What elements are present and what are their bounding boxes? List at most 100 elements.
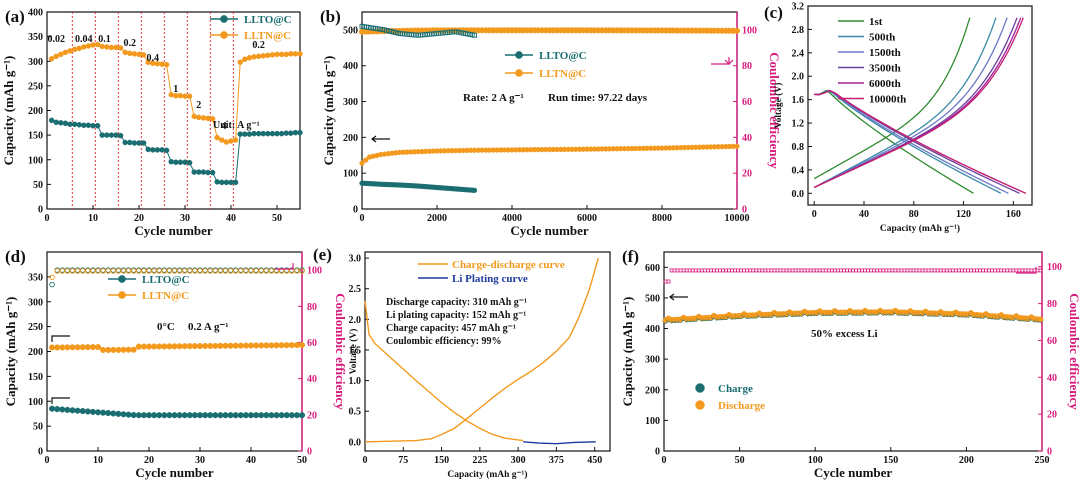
series-ce-point bbox=[675, 268, 680, 273]
series-LLTN@C-point bbox=[67, 48, 73, 54]
series-LLTO@C-point bbox=[237, 131, 243, 137]
series-LLTN@C-point bbox=[237, 59, 243, 65]
series-LLTO@C-capacity-point bbox=[268, 412, 275, 419]
series-LLTN@C-capacity-point bbox=[110, 346, 117, 353]
series-LLTO@C-point bbox=[67, 121, 73, 128]
panel-a-xtick-label: 0 bbox=[45, 213, 50, 224]
series-ce-point bbox=[893, 268, 898, 273]
series-ce-point bbox=[1014, 268, 1019, 273]
panel-a-xtick-label: 30 bbox=[180, 213, 190, 224]
series-LLTN@C-ce-point bbox=[299, 268, 305, 274]
series-LLTO@C-capacity-point bbox=[471, 187, 478, 194]
legend-b-lltoc-marker bbox=[515, 51, 523, 59]
series-LLTN@C-capacity-point bbox=[140, 343, 147, 350]
series-LLTO@C-point bbox=[173, 159, 179, 165]
legend-f-charge-marker bbox=[695, 383, 705, 393]
series-LLTN@C-capacity-point bbox=[166, 343, 173, 350]
series-LLTO@C-capacity-point bbox=[263, 412, 270, 419]
series-LLTN@C-ce-point bbox=[253, 268, 259, 274]
legend-a-lltoc-text: LLTO@C bbox=[244, 14, 292, 26]
series-LLTO@C-capacity-point bbox=[258, 412, 265, 419]
series-ce-point bbox=[872, 268, 877, 273]
series-LLTN@C-point bbox=[58, 51, 64, 58]
panel-b-y2label: Coulombic efficiency bbox=[767, 52, 782, 169]
series-LLTO@C-point bbox=[255, 130, 262, 137]
series-ce-point bbox=[708, 268, 713, 273]
legend-a-lltnc-marker bbox=[220, 31, 228, 39]
panel-a-ylabel: Capacity (mAh g⁻¹) bbox=[1, 56, 16, 166]
panel-a-xtick-label: 10 bbox=[88, 213, 98, 224]
series-ce-point bbox=[975, 268, 979, 273]
series-LLTO@C-point bbox=[113, 132, 119, 138]
right-axis-arrow bbox=[711, 57, 734, 65]
series-LLTN@C-ce-point bbox=[54, 268, 60, 274]
legend-b-lltnc-text: LLTN@C bbox=[539, 68, 586, 80]
series-ce-point bbox=[826, 268, 831, 273]
panel-f-frame bbox=[663, 251, 1043, 452]
series-ce-point bbox=[835, 268, 840, 273]
legend-b-lltoc-text: LLTO@C bbox=[539, 50, 587, 62]
series-ce-point bbox=[772, 268, 777, 273]
panel-a-xlabel: Cycle number bbox=[134, 223, 213, 238]
panel-c-ytick-label: 0.8 bbox=[792, 142, 805, 153]
panel-b-ytick-label: 400 bbox=[343, 61, 358, 72]
panel-d-ytick-label: 250 bbox=[28, 322, 43, 333]
panel-c-ytick-label: 3.2 bbox=[792, 2, 805, 13]
series-LLTN@C-point bbox=[94, 41, 101, 48]
series-LLTN@C-point bbox=[159, 61, 165, 67]
series-LLTN@C-point bbox=[278, 51, 285, 58]
panel-c-ytick-label: 0.4 bbox=[792, 165, 805, 176]
series-LLTN@C-point bbox=[117, 45, 124, 51]
series-LLTN@C-point bbox=[186, 93, 193, 99]
series-ce-point bbox=[823, 268, 828, 273]
series-ce-point bbox=[932, 268, 937, 273]
series-LLTO@C-capacity-point bbox=[69, 407, 76, 414]
panel-e-annotation: Discharge capacity: 310 mAh g⁻¹ bbox=[386, 297, 527, 308]
excess-li-annotation: 50% excess Li bbox=[811, 328, 878, 340]
series-LLTO@C-capacity-point bbox=[79, 408, 86, 415]
series-ce-point bbox=[687, 268, 692, 273]
series-LLTN@C-ce-point bbox=[222, 268, 229, 274]
series-LLTN@C-point bbox=[71, 46, 78, 53]
series-ce-point bbox=[669, 268, 674, 273]
series-ce-point bbox=[962, 268, 967, 273]
panel-f-label: (f) bbox=[622, 247, 639, 266]
rate-annotation: 2 bbox=[196, 100, 201, 111]
series-LLTN@C-ce-point bbox=[59, 268, 66, 274]
series-LLTO@C-point bbox=[117, 132, 124, 139]
rate-annotation: 0.02 bbox=[47, 34, 65, 45]
panel-c-xtick-label: 120 bbox=[956, 209, 971, 220]
series-ce-point bbox=[699, 268, 704, 273]
series-LLTN@C-point bbox=[108, 44, 115, 51]
series-LLTN@C-ce-point bbox=[212, 268, 219, 274]
series-ce-point bbox=[878, 268, 883, 273]
series-LLTO@C-point bbox=[62, 120, 69, 127]
panel-c-xtick-label: 160 bbox=[1006, 209, 1021, 220]
series-LLTN@C-ce-point bbox=[263, 268, 270, 274]
series-LLTO@C-point bbox=[104, 132, 110, 138]
panel-e-ytick-label: 2.5 bbox=[349, 284, 362, 295]
series-LLTN@C-capacity-point bbox=[161, 343, 168, 350]
series-ce-point bbox=[832, 268, 837, 273]
series-LLTO@C-point bbox=[122, 139, 128, 146]
series-LLTN@C-ce-point bbox=[115, 268, 122, 274]
series-LLTO@C-capacity-point bbox=[237, 412, 244, 419]
series-LLTO@C-capacity-point bbox=[288, 412, 295, 419]
unit-note: Unit: A g⁻¹ bbox=[213, 120, 260, 131]
panel-e-annotation: Charge capacity: 457 mAh g⁻¹ bbox=[386, 323, 516, 334]
panel-f-xtick-label: 150 bbox=[883, 455, 898, 466]
panel-f-ytick-label: 500 bbox=[645, 293, 660, 304]
series-ce-point bbox=[766, 268, 771, 273]
series-LLTO@C-capacity-point bbox=[115, 410, 122, 417]
panel-d-label: (d) bbox=[5, 247, 26, 266]
panel-d-y2tick-label: 100 bbox=[307, 266, 322, 277]
series-LLTN@C-ce-point bbox=[64, 268, 71, 274]
series-LLTO@C-capacity-point bbox=[166, 412, 173, 419]
series-LLTN@C-ce-point bbox=[248, 268, 254, 274]
panel-b-xtick-label: 6000 bbox=[577, 213, 597, 224]
panel-e-annotation: Coulombic efficiency: 99% bbox=[386, 336, 502, 347]
series-LLTN@C-ce-point bbox=[238, 268, 244, 274]
series-ce-point bbox=[848, 268, 852, 273]
series-ce-point bbox=[781, 268, 786, 273]
